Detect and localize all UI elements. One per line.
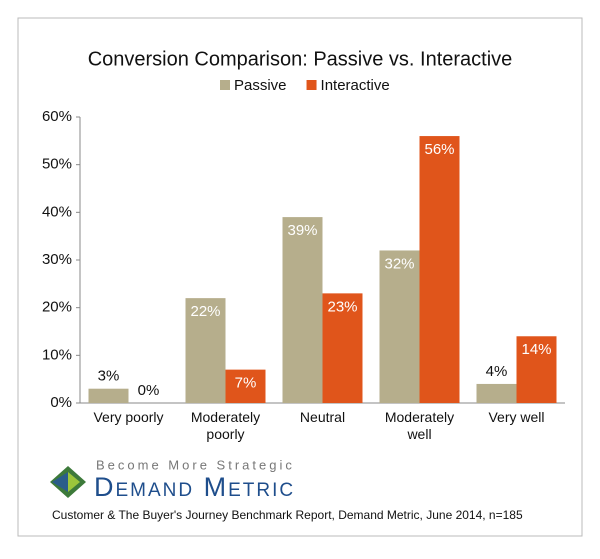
chart-title: Conversion Comparison: Passive vs. Inter… bbox=[88, 48, 513, 70]
x-tick-label: Moderately poorly bbox=[190, 409, 261, 442]
value-label: 3% bbox=[98, 368, 120, 385]
x-tick-label: Very well bbox=[488, 409, 545, 425]
legend-swatch bbox=[220, 80, 230, 90]
y-tick-label: 50% bbox=[42, 156, 72, 173]
bar bbox=[185, 298, 226, 403]
x-tick-label: Neutral bbox=[299, 409, 346, 425]
bar bbox=[322, 293, 363, 403]
value-label: 7% bbox=[235, 375, 257, 392]
value-label: 14% bbox=[521, 341, 551, 358]
bar bbox=[379, 250, 420, 403]
y-tick-label: 0% bbox=[50, 394, 72, 411]
legend-label: Interactive bbox=[321, 77, 390, 94]
x-tick-label: Very poorly bbox=[93, 409, 164, 425]
footer: Customer & The Buyer's Journey Benchmark… bbox=[52, 508, 523, 522]
legend-label: Passive bbox=[234, 77, 287, 94]
value-label: 0% bbox=[138, 382, 160, 399]
bar bbox=[476, 383, 517, 403]
logo-tagline: Become More Strategic bbox=[96, 457, 295, 472]
x-tick-label: Moderately well bbox=[384, 409, 455, 442]
y-tick-label: 40% bbox=[42, 203, 72, 220]
bar bbox=[282, 217, 323, 403]
bar bbox=[225, 369, 266, 403]
y-tick-label: 60% bbox=[42, 108, 72, 125]
y-tick-label: 10% bbox=[42, 346, 72, 363]
value-label: 22% bbox=[190, 303, 220, 320]
legend-swatch bbox=[306, 80, 317, 90]
bar bbox=[88, 388, 129, 403]
logo-name: Demand Metric bbox=[94, 472, 295, 502]
value-label: 56% bbox=[424, 141, 454, 158]
value-label: 32% bbox=[384, 255, 414, 272]
value-label: 39% bbox=[287, 222, 317, 239]
bar bbox=[419, 136, 460, 404]
y-tick-label: 20% bbox=[42, 299, 72, 316]
logo-icon bbox=[50, 466, 86, 498]
value-label: 23% bbox=[327, 298, 357, 315]
y-tick-label: 30% bbox=[42, 251, 72, 268]
value-label: 4% bbox=[486, 363, 508, 380]
frame bbox=[17, 17, 583, 537]
bar bbox=[516, 336, 557, 403]
